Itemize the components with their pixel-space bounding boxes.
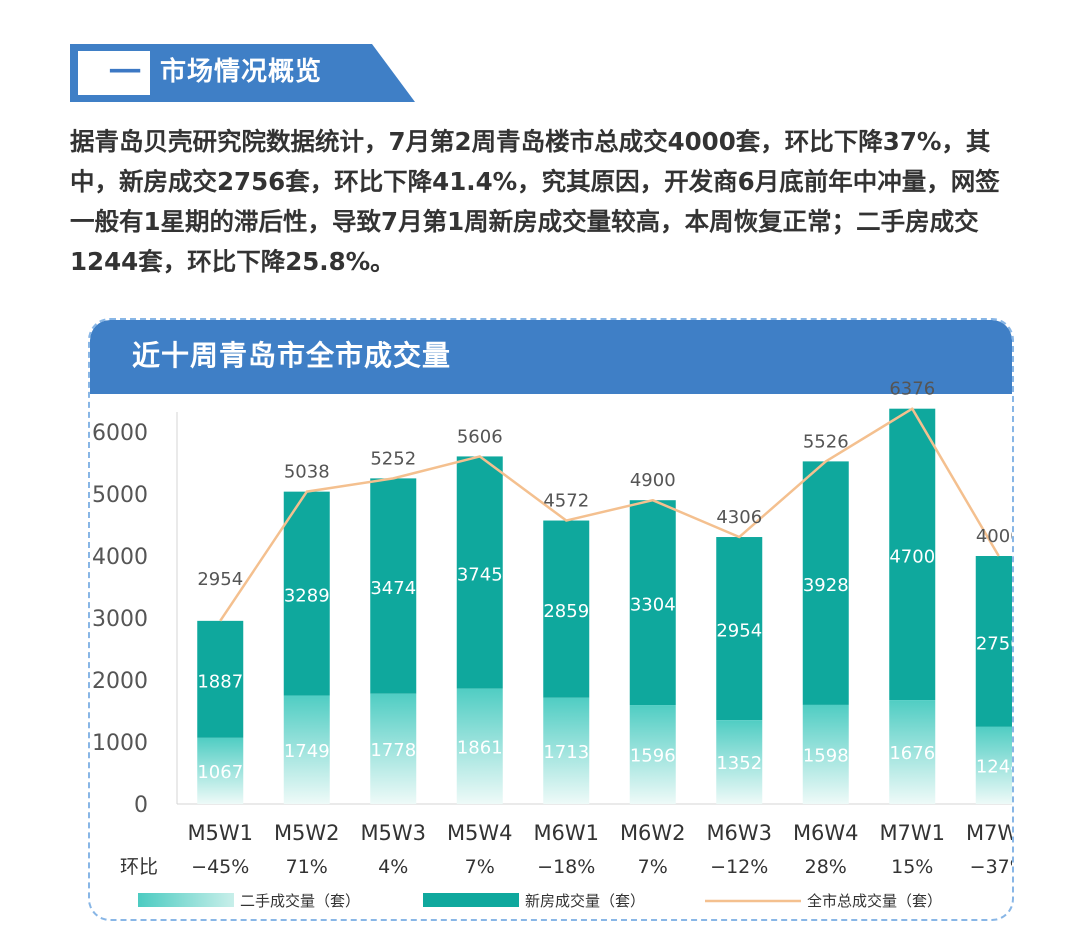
x-tick-label: M5W1 xyxy=(187,821,253,845)
legend-swatch-new-house xyxy=(423,893,519,907)
ratio-value: 28% xyxy=(805,856,847,878)
y-tick-label: 4000 xyxy=(92,545,148,570)
bar-new-house xyxy=(802,461,849,705)
ratio-value: 71% xyxy=(286,856,328,878)
bar-new-house xyxy=(283,491,330,696)
x-tick-label: M6W1 xyxy=(533,821,599,845)
label-second-hand: 1778 xyxy=(370,740,416,761)
total-line xyxy=(219,407,1000,622)
bar-second-hand xyxy=(629,705,676,804)
bar-second-hand xyxy=(456,688,503,804)
x-tick-label: M5W2 xyxy=(274,821,340,845)
bar-second-hand xyxy=(370,693,417,804)
bar-new-house xyxy=(197,620,244,738)
label-second-hand: 1749 xyxy=(284,741,330,762)
y-tick-label: 0 xyxy=(134,793,148,818)
x-tick-label: M7W2 xyxy=(966,821,1014,845)
label-total: 4000 xyxy=(976,526,1014,547)
section-tag-shape xyxy=(70,44,415,102)
y-tick-label: 5000 xyxy=(92,483,148,508)
label-total: 4572 xyxy=(543,491,589,512)
bar-new-house xyxy=(716,537,763,721)
bar-new-house xyxy=(889,408,936,701)
bar-new-house xyxy=(629,500,676,706)
label-total: 2954 xyxy=(197,569,243,590)
section-number: 一 xyxy=(108,53,141,91)
label-new-house: 3474 xyxy=(370,578,416,599)
bar-second-hand xyxy=(975,726,1012,804)
bar-second-hand xyxy=(802,704,849,804)
y-tick-label: 6000 xyxy=(92,421,148,446)
label-new-house: 2859 xyxy=(543,601,589,622)
label-second-hand: 1861 xyxy=(457,737,503,758)
bar-new-house xyxy=(456,456,503,689)
legend-swatch-second-hand xyxy=(138,893,234,907)
y-tick-label: 1000 xyxy=(92,731,148,756)
label-new-house: 3928 xyxy=(803,575,849,596)
label-new-house: 3745 xyxy=(457,565,503,586)
ratio-row-label: 环比 xyxy=(120,856,158,878)
ratio-value: 15% xyxy=(891,856,933,878)
label-second-hand: 1713 xyxy=(543,742,589,763)
y-tick-label: 2000 xyxy=(92,669,148,694)
label-total: 5526 xyxy=(803,431,849,452)
label-new-house: 3304 xyxy=(630,595,676,616)
label-second-hand: 1598 xyxy=(803,745,849,766)
ratio-value: 4% xyxy=(378,856,408,878)
label-total: 5606 xyxy=(457,426,503,447)
bar-second-hand xyxy=(889,700,936,804)
bar-new-house xyxy=(370,478,417,694)
x-tick-label: M6W4 xyxy=(793,821,859,845)
bar-second-hand xyxy=(543,697,590,804)
y-tick-label: 3000 xyxy=(92,607,148,632)
chart-title: 近十周青岛市全市成交量 xyxy=(132,339,452,372)
label-second-hand: 1244 xyxy=(976,756,1014,777)
legend-label-new-house: 新房成交量（套） xyxy=(525,892,645,910)
bar-second-hand xyxy=(716,720,763,804)
label-total: 5038 xyxy=(284,462,330,483)
x-tick-label: M7W1 xyxy=(879,821,945,845)
label-total: 5252 xyxy=(370,448,416,469)
bar-new-house xyxy=(975,556,1012,727)
bar-second-hand xyxy=(283,695,330,804)
chart-panel: 近十周青岛市全市成交量 0 1000 2000 3000 4000 5000 6000 188… xyxy=(88,318,1014,921)
bar-second-hand xyxy=(197,737,244,804)
x-tick-label: M6W2 xyxy=(620,821,686,845)
label-total: 6376 xyxy=(889,379,935,400)
bar-new-house xyxy=(543,520,590,698)
section-tag: 一 市场情况概览 xyxy=(70,44,415,102)
section-title: 市场情况概览 xyxy=(160,57,323,87)
x-tick-label: M5W3 xyxy=(360,821,426,845)
ratio-value: −45% xyxy=(191,856,249,878)
label-total: 4900 xyxy=(630,470,676,491)
ratio-value: −37% xyxy=(970,856,1014,878)
volume-chart: 0 1000 2000 3000 4000 5000 6000 1887 1067 M5W1 −45… xyxy=(92,379,1014,910)
label-second-hand: 1067 xyxy=(197,762,243,783)
label-second-hand: 1352 xyxy=(716,753,762,774)
ratio-value: −12% xyxy=(710,856,768,878)
ratio-value: 7% xyxy=(638,856,668,878)
label-total: 4306 xyxy=(716,507,762,528)
label-new-house: 1887 xyxy=(197,671,243,692)
ratio-value: 7% xyxy=(465,856,495,878)
intro-paragraph: 据青岛贝壳研究院数据统计，7月第2周青岛楼市总成交4000套，环比下降37%，其… xyxy=(70,127,1000,276)
x-tick-label: M6W3 xyxy=(706,821,772,845)
chart-panel-header: 近十周青岛市全市成交量 xyxy=(90,320,1012,394)
label-second-hand: 1676 xyxy=(889,743,935,764)
ratio-value: −18% xyxy=(537,856,595,878)
label-new-house: 3289 xyxy=(284,586,330,607)
label-new-house: 2756 xyxy=(976,633,1014,654)
label-second-hand: 1596 xyxy=(630,746,676,767)
label-new-house: 2954 xyxy=(716,621,762,642)
legend-label-total: 全市总成交量（套） xyxy=(807,892,942,910)
legend-label-second-hand: 二手成交量（套） xyxy=(240,892,360,910)
label-new-house: 4700 xyxy=(889,546,935,567)
x-tick-label: M5W4 xyxy=(447,821,513,845)
